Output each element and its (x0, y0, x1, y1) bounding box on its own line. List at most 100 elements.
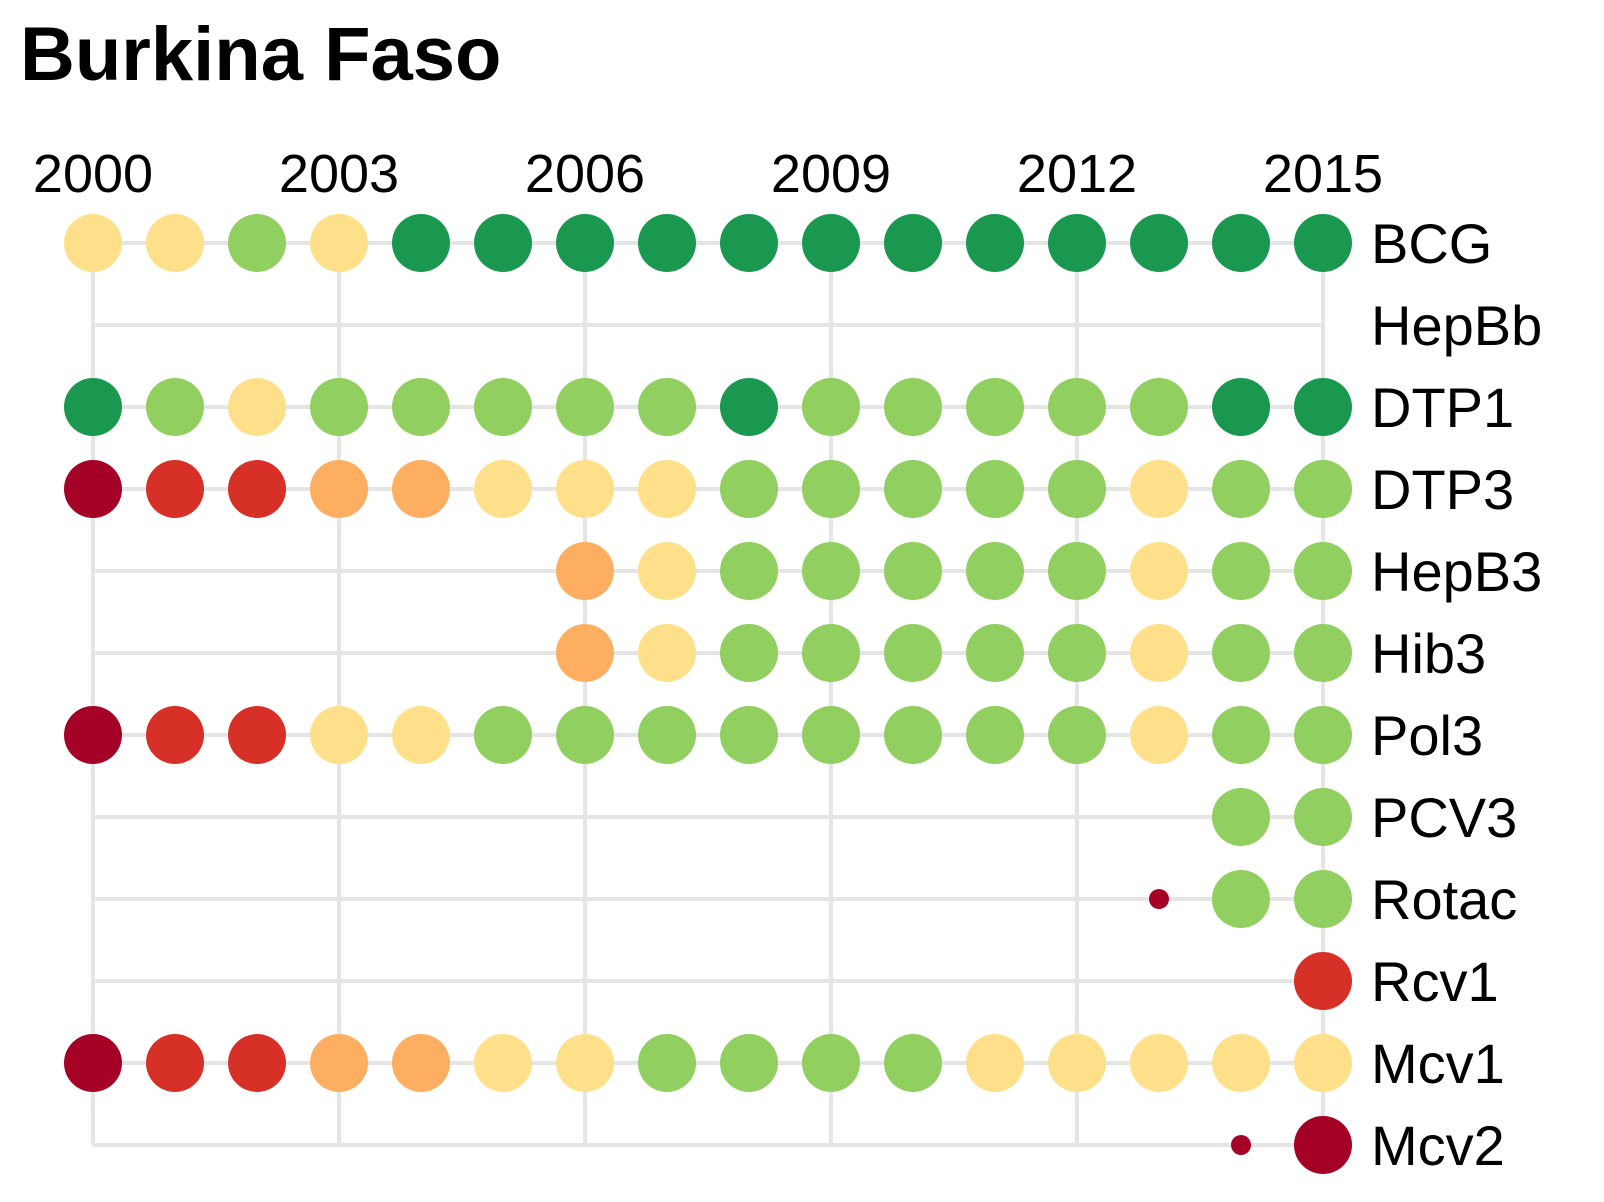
data-dot (720, 460, 778, 518)
data-dot (146, 214, 204, 272)
data-dot (884, 460, 942, 518)
data-dot (1048, 624, 1106, 682)
data-dot (1212, 542, 1270, 600)
row-label: BCG (1371, 212, 1492, 275)
data-dot (966, 378, 1024, 436)
data-dot (966, 542, 1024, 600)
x-tick-label: 2003 (279, 144, 399, 204)
data-dot (310, 1034, 368, 1092)
data-dot (966, 214, 1024, 272)
data-dot (1130, 1034, 1188, 1092)
data-dot (1130, 706, 1188, 764)
data-dot (1294, 706, 1352, 764)
data-dot (720, 706, 778, 764)
data-dot (884, 1034, 942, 1092)
row-label: DTP1 (1371, 376, 1514, 439)
data-dot (146, 1034, 204, 1092)
data-dot (1212, 1034, 1270, 1092)
data-dot (556, 624, 614, 682)
data-dot (1130, 542, 1188, 600)
data-dot (1048, 460, 1106, 518)
data-dot (1048, 706, 1106, 764)
data-dot (884, 542, 942, 600)
data-dot (1212, 870, 1270, 928)
data-dot (1212, 214, 1270, 272)
chart-title: Burkina Faso (20, 12, 502, 97)
data-dot (146, 460, 204, 518)
data-dot (802, 706, 860, 764)
data-dot (146, 706, 204, 764)
data-dot (146, 378, 204, 436)
data-dot (1212, 460, 1270, 518)
data-dot (1294, 542, 1352, 600)
data-dot (392, 706, 450, 764)
data-dot (556, 1034, 614, 1092)
data-dot (720, 542, 778, 600)
row-label: Mcv1 (1371, 1032, 1505, 1095)
data-dot (1294, 624, 1352, 682)
data-dot (1212, 788, 1270, 846)
data-dot (1149, 889, 1169, 909)
data-dot (802, 460, 860, 518)
row-label: Rcv1 (1371, 950, 1499, 1013)
data-dot (1294, 870, 1352, 928)
data-dot (1212, 624, 1270, 682)
data-dot (720, 624, 778, 682)
data-dot (884, 624, 942, 682)
data-dot (310, 378, 368, 436)
data-dot (966, 460, 1024, 518)
data-dot (392, 460, 450, 518)
data-dot (556, 214, 614, 272)
data-dot (638, 460, 696, 518)
data-dot (720, 214, 778, 272)
data-dot (474, 460, 532, 518)
data-dot (1212, 378, 1270, 436)
x-tick-label: 2015 (1263, 144, 1383, 204)
data-dot (228, 706, 286, 764)
data-dot (228, 460, 286, 518)
data-dot (1294, 378, 1352, 436)
data-dot (310, 460, 368, 518)
data-dot (802, 378, 860, 436)
data-dot (556, 460, 614, 518)
data-dot (1048, 214, 1106, 272)
data-dot (1212, 706, 1270, 764)
data-dot (556, 542, 614, 600)
row-label: PCV3 (1371, 786, 1517, 849)
data-dot (64, 214, 122, 272)
data-dot (720, 1034, 778, 1092)
data-dot (228, 378, 286, 436)
data-dot (720, 378, 778, 436)
data-dot (638, 542, 696, 600)
data-dot (1294, 1034, 1352, 1092)
data-dot (1048, 542, 1106, 600)
data-dot (556, 378, 614, 436)
data-dot (802, 542, 860, 600)
data-dot (392, 1034, 450, 1092)
data-dot (64, 706, 122, 764)
data-dot (638, 214, 696, 272)
data-dot (64, 1034, 122, 1092)
data-dot (1294, 214, 1352, 272)
data-dot (392, 378, 450, 436)
data-dot (1294, 788, 1352, 846)
data-dot (1130, 624, 1188, 682)
data-dot (64, 378, 122, 436)
data-dot (884, 378, 942, 436)
data-dot (1231, 1135, 1251, 1155)
data-dot (638, 378, 696, 436)
data-dot (228, 214, 286, 272)
row-label: HepB3 (1371, 540, 1542, 603)
data-dot (556, 706, 614, 764)
data-dot (474, 1034, 532, 1092)
row-label: HepBb (1371, 294, 1542, 357)
row-label: DTP3 (1371, 458, 1514, 521)
data-dot (884, 706, 942, 764)
x-tick-label: 2000 (33, 144, 153, 204)
data-dot (392, 214, 450, 272)
data-dot (802, 624, 860, 682)
data-dot (1294, 952, 1352, 1010)
row-label: Mcv2 (1371, 1114, 1505, 1177)
data-dot (474, 378, 532, 436)
